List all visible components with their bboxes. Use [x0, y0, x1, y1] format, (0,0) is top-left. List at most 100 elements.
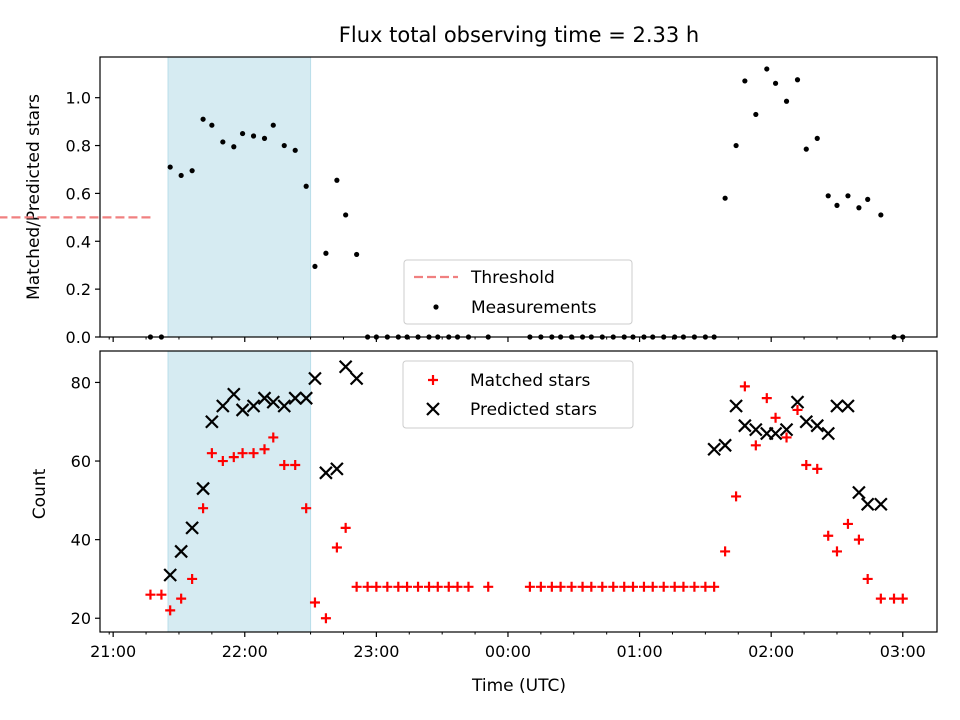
data-point	[875, 593, 886, 604]
data-point	[586, 581, 597, 592]
y-tick-label: 0.6	[66, 184, 91, 203]
data-point	[268, 432, 279, 443]
data-point	[678, 581, 689, 592]
x-tick-label: 03:00	[880, 642, 926, 661]
data-point	[277, 399, 292, 413]
data-point	[812, 463, 823, 474]
data-point	[831, 546, 842, 557]
legend-measurements-label: Measurements	[471, 298, 597, 318]
data-point	[320, 613, 331, 624]
data-point	[856, 205, 862, 211]
data-point	[555, 581, 566, 592]
data-point	[566, 581, 577, 592]
shaded-interval	[167, 56, 312, 338]
legend-measurements-swatch	[433, 304, 439, 310]
data-point	[338, 359, 353, 374]
data-point	[739, 381, 750, 392]
data-point	[239, 130, 246, 137]
data-point	[731, 491, 742, 502]
data-point	[483, 581, 494, 592]
data-point	[290, 459, 301, 470]
axes-frame	[99, 350, 938, 633]
data-point	[343, 212, 349, 218]
data-point	[205, 414, 219, 429]
y-tick-label: 0.8	[66, 137, 91, 156]
data-point	[764, 66, 770, 72]
chart-title: Flux total observing time = 2.33 h	[339, 23, 699, 47]
data-point	[309, 597, 320, 608]
data-point	[301, 503, 312, 514]
data-point	[209, 122, 215, 128]
data-point	[669, 581, 680, 592]
data-point	[330, 462, 344, 476]
data-point	[821, 426, 835, 441]
data-point	[772, 80, 779, 86]
data-point	[288, 391, 302, 405]
data-point	[783, 98, 790, 104]
data-point	[619, 581, 630, 592]
data-point	[156, 589, 167, 600]
y-tick-label: 0.4	[66, 232, 91, 251]
data-point	[801, 459, 812, 470]
data-point	[874, 497, 888, 512]
axes-frame	[99, 56, 938, 338]
data-point	[351, 581, 362, 592]
y-tick-label: 80	[71, 373, 91, 392]
data-point	[463, 581, 474, 592]
data-point	[217, 456, 228, 467]
data-point	[402, 581, 413, 592]
data-point	[733, 142, 739, 149]
data-point	[413, 581, 424, 592]
data-point	[597, 581, 608, 592]
data-point	[720, 546, 731, 557]
data-point	[770, 412, 781, 423]
data-point	[638, 581, 649, 592]
data-point	[200, 116, 206, 122]
data-point	[889, 593, 900, 604]
data-point	[865, 196, 871, 202]
legend-matched-swatch	[428, 375, 438, 385]
data-point	[257, 391, 272, 405]
data-point	[718, 438, 732, 453]
data-point	[781, 432, 792, 443]
data-point	[340, 522, 351, 533]
data-point	[897, 593, 908, 604]
data-point	[178, 172, 184, 179]
data-point	[349, 371, 364, 386]
data-point	[761, 393, 772, 404]
data-point	[432, 581, 443, 592]
data-point	[749, 422, 763, 437]
data-point	[845, 193, 851, 199]
data-point	[334, 177, 340, 183]
y-tick-label: 20	[71, 609, 91, 628]
data-point	[424, 581, 435, 592]
y-tick-label: 60	[71, 452, 91, 471]
data-point	[279, 459, 290, 470]
data-point	[382, 581, 393, 592]
data-point	[792, 404, 803, 415]
data-point	[371, 581, 382, 592]
data-point	[246, 399, 261, 413]
data-point	[803, 146, 809, 152]
data-point	[738, 418, 752, 433]
x-tick-label: 02:00	[748, 642, 794, 661]
data-point	[163, 568, 177, 582]
data-point	[443, 581, 454, 592]
data-point	[722, 195, 728, 201]
x-tick-label: 23:00	[353, 642, 399, 661]
legend-threshold-label: Threshold	[470, 268, 555, 288]
data-point	[248, 448, 259, 459]
top-y-axis-label: Matched/Predicted stars	[24, 94, 44, 300]
data-point	[250, 133, 257, 139]
data-point	[312, 263, 318, 270]
data-point	[753, 111, 759, 118]
data-point	[259, 444, 270, 455]
data-point	[308, 371, 322, 386]
data-point	[779, 422, 794, 437]
data-point	[799, 414, 814, 429]
data-point	[524, 581, 535, 592]
data-point	[810, 418, 825, 433]
data-point	[303, 183, 309, 189]
data-point	[794, 77, 801, 83]
